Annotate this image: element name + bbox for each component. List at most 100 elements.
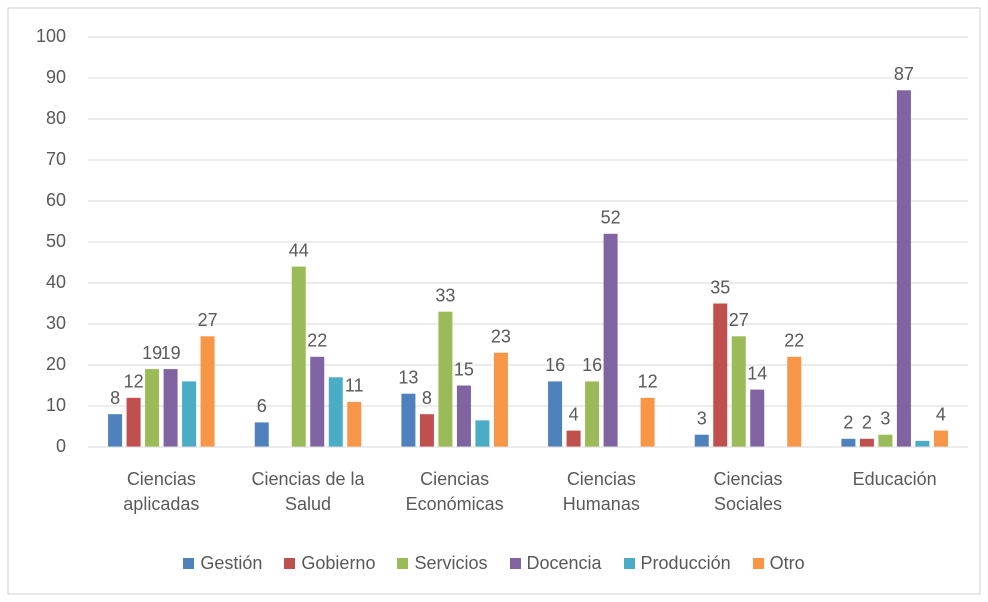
legend-label: Otro <box>769 553 805 573</box>
bar <box>859 438 874 447</box>
x-tick-label: Ciencias Económicas <box>405 469 504 514</box>
legend-item: Gestión <box>183 553 262 574</box>
data-label: 27 <box>729 310 749 330</box>
y-tick-label: 30 <box>46 313 66 333</box>
legend-swatch <box>752 558 764 569</box>
x-tick-label: Ciencias Humanas <box>562 469 640 514</box>
bar <box>694 434 709 447</box>
data-label: 16 <box>582 355 602 375</box>
y-tick-label: 40 <box>46 272 66 292</box>
bar <box>731 336 746 447</box>
x-tick-label: Educación <box>852 469 937 489</box>
data-label: 12 <box>124 372 144 392</box>
data-label: 15 <box>454 359 474 379</box>
y-tick-label: 100 <box>36 26 66 46</box>
data-label: 3 <box>697 408 707 428</box>
data-label: 19 <box>161 343 181 363</box>
bar <box>456 385 471 447</box>
bar <box>713 303 728 447</box>
y-tick-label: 0 <box>56 436 66 456</box>
y-tick-label: 80 <box>46 108 66 128</box>
bar <box>585 381 600 447</box>
data-label: 19 <box>142 343 162 363</box>
bar <box>310 356 325 447</box>
data-label: 22 <box>784 331 804 351</box>
y-tick-label: 20 <box>46 354 66 374</box>
bar <box>401 393 416 447</box>
x-tick-label: Ciencias aplicadas <box>123 469 200 514</box>
data-label: 8 <box>422 388 432 408</box>
bar <box>750 389 765 447</box>
bar <box>163 369 178 447</box>
bar <box>254 422 269 447</box>
y-tick-label: 90 <box>46 67 66 87</box>
legend-label: Gobierno <box>301 553 376 573</box>
data-label: 11 <box>345 376 364 396</box>
data-label: 27 <box>198 310 218 330</box>
legend-swatch <box>397 558 409 569</box>
data-label: 4 <box>936 404 946 424</box>
y-tick-label: 50 <box>46 231 66 251</box>
legend-item: Gobierno <box>284 553 375 574</box>
legend-label: Docencia <box>526 553 602 573</box>
legend-swatch <box>509 558 521 569</box>
legend-item: Servicios <box>397 553 488 574</box>
bar <box>145 369 160 447</box>
bar <box>878 434 893 447</box>
bar <box>328 377 343 447</box>
legend-item: Docencia <box>509 553 602 574</box>
data-label: 14 <box>747 363 767 383</box>
data-label: 44 <box>289 240 309 260</box>
data-label: 16 <box>545 355 565 375</box>
legend-item: Producción <box>623 553 731 574</box>
bar <box>347 401 362 447</box>
bar <box>603 233 618 447</box>
y-tick-label: 10 <box>46 395 66 415</box>
bar <box>182 381 197 447</box>
bar <box>126 397 141 447</box>
data-label: 2 <box>862 413 872 433</box>
bar <box>896 90 911 448</box>
bar <box>548 381 563 447</box>
legend-swatch <box>183 558 195 569</box>
x-tick-label: Ciencias de la Salud <box>251 469 365 514</box>
data-label: 33 <box>435 285 455 305</box>
bar <box>640 397 655 447</box>
data-label: 13 <box>398 367 418 387</box>
bar <box>933 430 948 447</box>
legend-swatch <box>623 558 635 569</box>
chart-border <box>7 7 981 595</box>
bar <box>915 440 930 447</box>
legend-swatch <box>284 558 296 569</box>
data-label: 6 <box>257 396 267 416</box>
data-label: 52 <box>601 208 621 228</box>
legend: Gestión Gobierno Servicios Docencia Producci… <box>0 553 988 574</box>
data-label: 3 <box>880 408 890 428</box>
y-tick-label: 70 <box>46 149 66 169</box>
data-label: 2 <box>843 413 853 433</box>
bar <box>291 266 306 447</box>
legend-label: Gestión <box>200 553 263 573</box>
bar <box>200 336 215 447</box>
legend-item: Otro <box>752 553 805 574</box>
data-label: 8 <box>110 388 120 408</box>
bar <box>493 352 508 447</box>
data-label: 22 <box>307 331 327 351</box>
bar <box>475 420 490 447</box>
data-label: 23 <box>491 326 511 346</box>
bar <box>787 356 802 447</box>
x-tick-label: Ciencias Sociales <box>713 469 783 514</box>
bar <box>438 311 453 447</box>
bar <box>419 414 434 447</box>
legend-label: Producción <box>640 553 731 573</box>
data-label: 12 <box>638 372 658 392</box>
data-label: 4 <box>569 404 579 424</box>
bar <box>566 430 581 447</box>
data-label: 35 <box>710 277 730 297</box>
bar <box>841 438 856 447</box>
y-tick-label: 60 <box>46 190 66 210</box>
legend-label: Servicios <box>414 553 488 573</box>
bar <box>108 414 123 447</box>
